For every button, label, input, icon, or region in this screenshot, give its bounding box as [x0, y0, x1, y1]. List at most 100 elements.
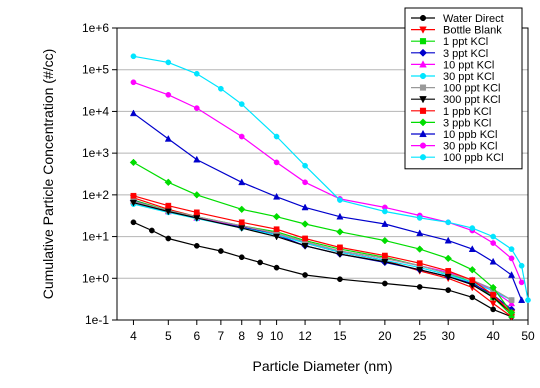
legend-label: 3 ppb KCl [443, 117, 491, 129]
series-line [133, 195, 512, 314]
legend-label: 100 ppt KCl [443, 83, 500, 95]
data-point [129, 109, 137, 117]
data-point [193, 242, 200, 249]
legend-item: Bottle Blank [411, 25, 502, 37]
data-point [490, 233, 496, 240]
series-30-ppt-kcl [130, 201, 515, 303]
data-point [468, 245, 476, 252]
axis-ticks: 1e-1 1e+0 1e+1 1e+2 1e+3 1e+4 1e+5 1e+6 4 5 6 7 8 9 10… [82, 21, 535, 343]
legend-label: 300 ppt KCl [443, 94, 500, 106]
data-point [257, 259, 263, 266]
x-tick-label: 20 [378, 329, 392, 343]
data-point [336, 251, 344, 259]
y-tick-label: 1e+4 [82, 104, 109, 118]
data-point [129, 199, 137, 207]
legend-label: 10 ppb KCl [443, 129, 497, 141]
y-tick-label: 1e-1 [85, 313, 109, 327]
legend-marker [419, 38, 427, 45]
legend-marker [419, 72, 427, 80]
x-tick-label: 7 [218, 329, 225, 343]
data-point [518, 262, 525, 269]
series-3-ppb-kcl [129, 158, 516, 317]
series-line [133, 203, 512, 301]
data-point [444, 254, 452, 263]
legend-marker [419, 107, 427, 114]
x-tick-label: 40 [486, 329, 500, 343]
data-point [193, 105, 200, 111]
data-point [193, 209, 200, 216]
data-point [382, 208, 388, 215]
legend-item: 100 ppb KCl [411, 152, 504, 164]
data-point [468, 266, 477, 274]
data-point [165, 91, 172, 98]
data-point [238, 178, 246, 186]
data-point [273, 159, 280, 166]
data-point [382, 280, 388, 287]
data-point [381, 258, 389, 266]
data-point [302, 272, 308, 278]
data-point [301, 242, 309, 250]
data-point [445, 219, 452, 226]
data-point [416, 284, 423, 290]
data-point [130, 219, 137, 226]
legend-item: 10 ppt KCl [411, 59, 494, 71]
y-tick-label: 1e+0 [82, 271, 109, 285]
legend-marker [419, 60, 427, 68]
data-point [149, 227, 155, 234]
data-point [273, 233, 281, 241]
data-point [337, 197, 343, 203]
data-point [416, 229, 424, 237]
data-point [508, 297, 515, 303]
data-point [444, 236, 452, 244]
data-point [415, 245, 424, 253]
data-point [301, 220, 309, 228]
data-point [302, 235, 308, 242]
data-point [238, 205, 246, 214]
data-point [518, 296, 526, 303]
series-line [133, 55, 529, 301]
legend-item: 300 ppt KCl [411, 94, 500, 106]
series-line [133, 112, 523, 301]
data-point [273, 192, 281, 200]
y-tick-label: 1e+1 [82, 230, 109, 244]
series-line [133, 161, 512, 314]
data-point [164, 178, 173, 187]
data-point [218, 248, 224, 254]
series-100-ppb-kcl [130, 53, 531, 303]
data-point [193, 70, 200, 77]
x-tick-label: 15 [333, 329, 347, 343]
legend-label: 1 ppb KCl [443, 106, 491, 118]
data-point [273, 264, 280, 271]
series-line [133, 202, 512, 314]
data-point [164, 134, 172, 142]
legend-marker [419, 142, 427, 149]
legend-marker [419, 129, 427, 138]
data-point [508, 271, 516, 278]
data-point [165, 59, 172, 66]
data-point [416, 215, 423, 221]
x-tick-label: 50 [521, 329, 535, 343]
y-tick-label: 1e+2 [82, 188, 109, 202]
data-point [381, 220, 389, 227]
data-point [381, 236, 389, 245]
data-point [508, 255, 515, 262]
data-point [130, 79, 137, 86]
legend-item: Water Direct [411, 13, 504, 25]
data-point [193, 191, 201, 199]
series-water-direct [130, 219, 515, 320]
data-point [444, 273, 452, 281]
data-point [469, 277, 476, 284]
legend-marker [419, 48, 427, 57]
data-point [238, 225, 246, 232]
legend-item: 1 ppb KCl [411, 106, 491, 118]
data-point [508, 299, 516, 307]
data-point [238, 133, 245, 140]
data-point [129, 158, 138, 167]
data-point [337, 276, 343, 283]
series-layer [129, 53, 531, 321]
legend-item: 30 ppb KCl [411, 141, 497, 153]
legend-marker [419, 84, 427, 91]
x-tick-label: 10 [270, 329, 284, 343]
x-tick-label: 6 [193, 329, 200, 343]
